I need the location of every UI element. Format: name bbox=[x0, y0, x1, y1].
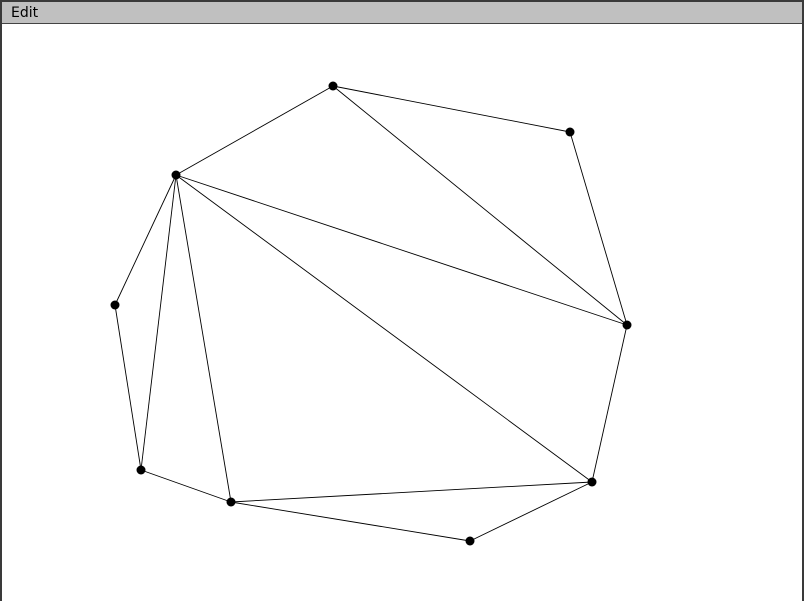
graph-edge[interactable] bbox=[469, 481, 593, 542]
menu-edit[interactable]: Edit bbox=[11, 4, 39, 21]
graph-vertex[interactable] bbox=[587, 477, 597, 487]
graph-edge[interactable] bbox=[114, 304, 142, 471]
graph-edge[interactable] bbox=[230, 481, 593, 503]
graph-edge[interactable] bbox=[569, 131, 628, 326]
vertices-layer bbox=[110, 81, 632, 546]
graph-edge[interactable] bbox=[140, 469, 232, 503]
graph-edge[interactable] bbox=[175, 85, 334, 176]
graph-edge[interactable] bbox=[332, 85, 628, 326]
graph-edge[interactable] bbox=[332, 85, 571, 133]
graph-vertex[interactable] bbox=[110, 300, 120, 310]
graph-edge[interactable] bbox=[175, 174, 628, 326]
graph-vertex[interactable] bbox=[328, 81, 338, 91]
graph-vertex[interactable] bbox=[622, 320, 632, 330]
graph-edge[interactable] bbox=[591, 324, 628, 483]
graph-svg[interactable] bbox=[2, 25, 802, 601]
menu-bar: Edit bbox=[2, 2, 802, 24]
graph-vertex[interactable] bbox=[226, 497, 236, 507]
graph-edge[interactable] bbox=[230, 501, 471, 542]
graph-vertex[interactable] bbox=[171, 170, 181, 180]
graph-vertex[interactable] bbox=[465, 536, 475, 546]
edges-layer bbox=[114, 85, 628, 542]
graph-vertex[interactable] bbox=[136, 465, 146, 475]
drawing-canvas[interactable] bbox=[2, 25, 802, 601]
graph-edge[interactable] bbox=[175, 174, 593, 483]
graph-vertex[interactable] bbox=[565, 127, 575, 137]
graph-edge[interactable] bbox=[140, 174, 177, 471]
graph-edge[interactable] bbox=[114, 174, 177, 306]
graph-edge[interactable] bbox=[175, 174, 232, 503]
